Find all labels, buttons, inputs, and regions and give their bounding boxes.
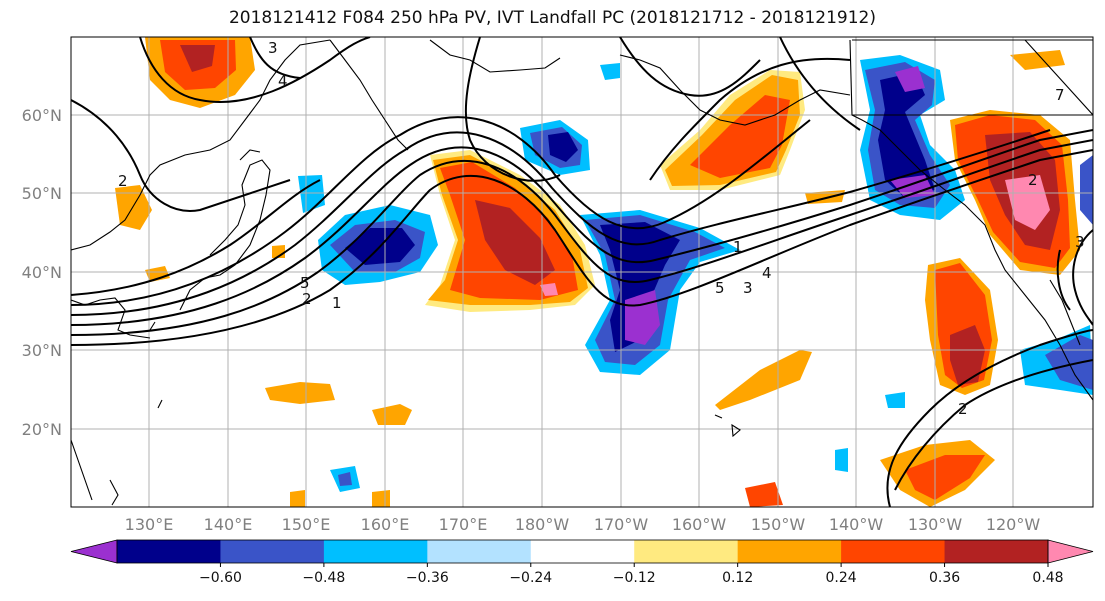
latitude-labels: 60°N 50°N 40°N 30°N 20°N: [22, 106, 62, 439]
colorbar-tick-label: −0.60: [199, 570, 242, 586]
colorbar-tick-labels: −0.60 −0.48 −0.36 −0.24 −0.12 0.12 0.24 0.36 0.4…: [199, 570, 1064, 586]
lon-label: 150°E: [282, 515, 331, 534]
contour-label: 2: [958, 400, 968, 418]
colorbar-segment: [117, 540, 221, 563]
colorbar-extend-high: [1047, 539, 1094, 564]
lon-label: 170°E: [439, 515, 488, 534]
lon-label: 150°W: [751, 515, 806, 534]
longitude-labels: 130°E 140°E 150°E 160°E 170°E 180°W 170°…: [125, 515, 1041, 534]
map-frame: [70, 36, 1094, 508]
lon-label: 160°W: [672, 515, 727, 534]
ivt-contours: [71, 37, 1093, 507]
colorbar-tick-label: −0.36: [406, 570, 449, 586]
lat-label: 40°N: [22, 263, 62, 282]
colorbar-segment: [220, 540, 325, 563]
lon-label: 180°W: [515, 515, 570, 534]
colorbar-tick-label: 0.12: [722, 570, 753, 586]
contour-label: 1: [332, 294, 342, 312]
contour-labels: 3 4 1 2 5 7 5 4 3 1 2 3 2 2: [118, 39, 1085, 418]
lat-label: 50°N: [22, 184, 62, 203]
colorbar-frame: [116, 539, 1049, 564]
contour-label: 5: [300, 274, 310, 292]
colorbar-extend-low: [70, 539, 118, 564]
lat-label: 60°N: [22, 106, 62, 125]
contour-label: 5: [715, 279, 725, 297]
lon-label: 130°E: [125, 515, 174, 534]
colorbar-tick-label: −0.24: [509, 570, 552, 586]
contour-label: 2: [1028, 171, 1038, 189]
colorbar-segment: [634, 540, 739, 563]
map-content: 3 4 1 2 5 7 5 4 3 1 2 3 2 2: [71, 37, 1093, 507]
colorbar-tick-label: 0.48: [1032, 570, 1063, 586]
contour-label: 2: [118, 172, 128, 190]
lon-label: 140°E: [204, 515, 253, 534]
colorbar-tick-label: −0.12: [613, 570, 656, 586]
contour-label: 4: [278, 72, 288, 90]
colorbar-tick-label: 0.24: [826, 570, 857, 586]
contour-label: 4: [762, 264, 772, 282]
lon-label: 120°W: [986, 515, 1041, 534]
contour-label: 2: [302, 290, 312, 308]
lat-label: 20°N: [22, 420, 62, 439]
lon-label: 140°W: [829, 515, 884, 534]
colorbar-segment: [530, 540, 635, 563]
colorbar-segment: [944, 540, 1049, 563]
contour-label: 1: [733, 238, 743, 256]
colorbar-segment: [841, 540, 946, 563]
colorbar-tick-label: −0.48: [302, 570, 345, 586]
lat-label: 30°N: [22, 341, 62, 360]
contour-label: 7: [1055, 86, 1065, 104]
contour-label: 3: [1075, 233, 1085, 251]
colorbar-segment: [427, 540, 532, 563]
lon-label: 130°W: [908, 515, 963, 534]
map-title: 2018121412 F084 250 hPa PV, IVT Landfall…: [228, 8, 876, 28]
lon-label: 160°E: [361, 515, 410, 534]
colorbar-segment: [323, 540, 428, 563]
coastlines: [71, 39, 1093, 506]
contour-label: 3: [268, 39, 278, 57]
colorbar-tick-label: 0.36: [929, 570, 960, 586]
colorbar-segment: [737, 540, 842, 563]
contour-label: 3: [743, 279, 753, 297]
lon-label: 170°W: [594, 515, 649, 534]
colorbar: [70, 539, 1094, 567]
